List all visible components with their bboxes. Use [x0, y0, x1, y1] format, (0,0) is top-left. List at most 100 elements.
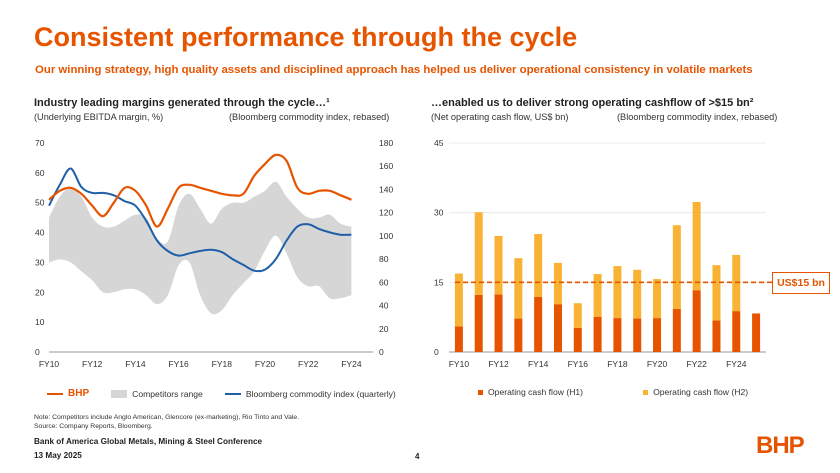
- right-y-tick-label: 0: [379, 347, 384, 357]
- margin-line-chart: 0 10 20 30 40 50 60 70 0 20 40 60 80 100 120 140 160 180 F…: [35, 138, 393, 369]
- footer-date: 13 May 2025: [34, 451, 82, 460]
- bar-h2-fy19: [633, 269, 642, 319]
- left-y-tick-label: 60: [35, 168, 45, 178]
- right-y-tick-label: 180: [379, 138, 393, 148]
- index-legend-label: Bloomberg commodity index (quarterly): [245, 388, 396, 399]
- right-y-tick-label: 20: [379, 324, 389, 334]
- bar-h1-fy23: [712, 320, 721, 352]
- bar-h1-fy11: [474, 294, 483, 352]
- x-tick-label: FY12: [488, 359, 509, 369]
- x-tick-label: FY18: [212, 359, 233, 369]
- x-tick-label: FY14: [528, 359, 549, 369]
- competitors-range-area: [49, 181, 352, 315]
- note-competitors: Note: Competitors include Anglo American…: [34, 414, 300, 421]
- bar-h2-fy22: [692, 201, 701, 291]
- bar-h1-fy14: [534, 296, 543, 352]
- left-y-tick-label: 10: [35, 317, 45, 327]
- bar-h1-fy20: [653, 318, 662, 352]
- bar-h1-fy15: [553, 304, 562, 352]
- bar-h1-fy21: [672, 308, 681, 352]
- x-tick-label: FY20: [647, 359, 668, 369]
- h1-legend-swatch: [478, 389, 483, 395]
- bhp-legend-swatch: [47, 392, 63, 395]
- right-legend: Operating cash flow (H1) Operating cash …: [478, 387, 748, 397]
- x-tick-label: FY24: [726, 359, 747, 369]
- right-chart-title: …enabled us to deliver strong operating …: [431, 97, 754, 109]
- h2-legend-label: Operating cash flow (H2): [653, 387, 749, 397]
- left-y-tick-label: 50: [35, 198, 45, 208]
- bar-h2-fy11: [474, 212, 483, 295]
- bar-h1-fy16: [573, 327, 582, 352]
- x-tick-label: FY14: [125, 359, 146, 369]
- left-y-tick-label: 40: [35, 228, 45, 238]
- bar-h2-fy14: [534, 234, 543, 297]
- bar-h2-fy20: [653, 279, 662, 319]
- right-y-tick-label: 80: [379, 254, 389, 264]
- page-subtitle: Our winning strategy, high quality asset…: [35, 64, 753, 76]
- bar-h2-fy16: [573, 303, 582, 328]
- bar-h1-fy25: [752, 313, 761, 352]
- bar-h1-fy12: [494, 294, 503, 352]
- y-tick-label: 45: [434, 138, 444, 148]
- bar-h1-fy10: [454, 326, 463, 352]
- right-y-tick-label: 160: [379, 161, 393, 171]
- right-y-tick-label: 140: [379, 184, 393, 194]
- bar-h1-fy13: [514, 318, 523, 352]
- bar-h2-fy10: [454, 273, 463, 327]
- right-chart-axis-right-label: (Bloomberg commodity index, rebased): [617, 112, 778, 122]
- left-chart-axis-left-label: (Underlying EBITDA margin, %): [34, 112, 164, 122]
- left-y-tick-label: 0: [35, 347, 40, 357]
- h2-legend-swatch: [643, 389, 649, 395]
- bhp-logo: BHP: [756, 432, 805, 459]
- bar-h2-fy12: [494, 235, 503, 295]
- cashflow-bar-chart: 0 15 30 45 FY10 FY12 FY14 FY16 FY18 FY20 FY22 FY24: [434, 138, 772, 369]
- h1-legend-label: Operating cash flow (H1): [488, 387, 584, 397]
- bar-h1-fy17: [593, 316, 602, 352]
- right-y-tick-label: 60: [379, 277, 389, 287]
- y-tick-label: 0: [434, 347, 439, 357]
- left-chart-title: Industry leading margins generated throu…: [34, 97, 330, 109]
- right-y-tick-label: 100: [379, 231, 393, 241]
- us15bn-callout: US$15 bn: [772, 272, 830, 294]
- left-chart-axis-right-label: (Bloomberg commodity index, rebased): [229, 112, 390, 122]
- bar-h1-fy19: [633, 318, 642, 352]
- right-y-tick-label: 40: [379, 301, 389, 311]
- bar-h1-fy18: [613, 318, 622, 352]
- range-legend-swatch: [111, 389, 128, 398]
- bhp-legend-label: BHP: [68, 388, 90, 399]
- range-legend-label: Competitors range: [132, 388, 203, 399]
- x-tick-label: FY20: [255, 359, 276, 369]
- bar-h2-fy23: [712, 265, 721, 321]
- left-y-tick-label: 70: [35, 138, 45, 148]
- page-number: 4: [415, 452, 420, 461]
- bar-h2-fy18: [613, 266, 622, 319]
- x-tick-label: FY10: [449, 359, 470, 369]
- x-tick-label: FY22: [298, 359, 319, 369]
- index-legend-swatch: [224, 392, 241, 395]
- y-tick-label: 15: [434, 277, 444, 287]
- right-chart-axis-left-label: (Net operating cash flow, US$ bn): [431, 112, 569, 122]
- bhp-margin-line: [48, 153, 352, 228]
- bar-h1-fy24: [732, 311, 741, 352]
- footer-conference: Bank of America Global Metals, Mining & …: [34, 437, 263, 446]
- note-source: Source: Company Reports, Bloomberg.: [34, 423, 153, 430]
- x-tick-label: FY12: [82, 359, 103, 369]
- x-tick-label: FY18: [607, 359, 628, 369]
- bar-h2-fy17: [593, 273, 602, 317]
- left-legend: BHP Competitors range Bloomberg commodit…: [47, 388, 396, 399]
- page-title: Consistent performance through the cycle: [34, 22, 578, 52]
- right-y-tick-label: 120: [379, 208, 393, 218]
- bar-h2-fy15: [553, 262, 562, 305]
- x-tick-label: FY10: [39, 359, 60, 369]
- left-y-tick-label: 20: [35, 287, 45, 297]
- x-tick-label: FY16: [568, 359, 589, 369]
- x-tick-label: FY16: [168, 359, 189, 369]
- x-tick-label: FY22: [686, 359, 707, 369]
- bar-h2-fy13: [514, 258, 523, 319]
- bar-h2-fy21: [672, 225, 681, 309]
- bloomberg-index-line: [48, 167, 352, 273]
- x-tick-label: FY24: [341, 359, 362, 369]
- left-y-tick-label: 30: [35, 257, 45, 267]
- y-tick-label: 30: [434, 208, 444, 218]
- bar-h1-fy22: [692, 290, 701, 352]
